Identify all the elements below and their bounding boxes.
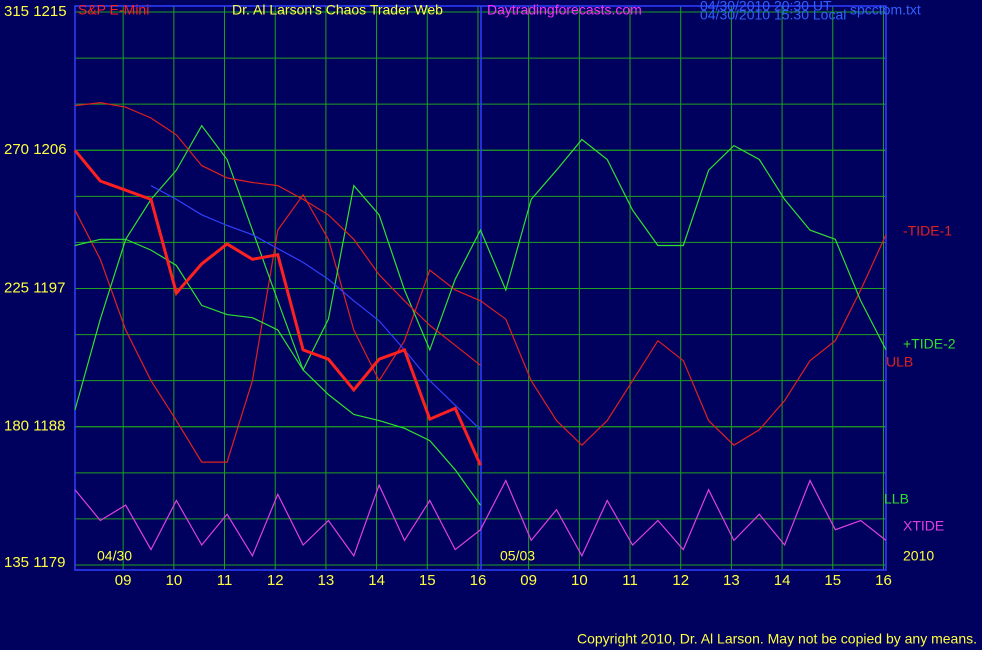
timestamp: 04/30/2010 15:30 Local [700, 7, 846, 23]
series-line [73, 149, 482, 466]
x-tick-label: 11 [217, 572, 233, 589]
series-line [74, 479, 887, 558]
x-tick-label: 14 [368, 572, 385, 589]
series-label: LLB [884, 491, 909, 507]
date-label: 2010 [903, 548, 934, 564]
chart-title: Dr. Al Larson's Chaos Trader Web [232, 2, 443, 18]
x-tick-label: 15 [419, 572, 436, 589]
x-tick-label: 16 [470, 572, 487, 589]
date-label: 04/30 [97, 548, 132, 564]
x-tick-label: 09 [115, 572, 132, 589]
x-tick-label: 13 [723, 572, 740, 589]
series-label: -TIDE-1 [903, 223, 952, 239]
x-tick-label: 11 [622, 572, 638, 589]
series-line [150, 185, 481, 431]
y-tick-label: 135 1179 [4, 554, 65, 571]
x-tick-label: 12 [672, 572, 689, 589]
x-tick-label: 12 [267, 572, 284, 589]
x-tick-label: 16 [875, 572, 892, 589]
series-line [74, 124, 887, 411]
series-line [74, 101, 481, 366]
series-line [74, 193, 887, 463]
series-label: +TIDE-2 [903, 336, 956, 352]
instrument: S&P E-Mini [78, 2, 149, 18]
series-label: XTIDE [903, 518, 944, 534]
site: Daytradingforecasts.com [487, 2, 642, 18]
y-tick-label: 180 1188 [4, 418, 65, 435]
x-tick-label: 09 [520, 572, 537, 589]
x-tick-label: 14 [774, 572, 791, 589]
y-tick-label: 225 1197 [4, 279, 65, 296]
x-tick-label: 15 [824, 572, 841, 589]
timestamp: 04/30/2010 20:30 UT [700, 0, 832, 14]
x-tick-label: 10 [571, 572, 588, 589]
x-tick-label: 13 [318, 572, 335, 589]
series-label: ULB [886, 354, 913, 370]
x-tick-label: 10 [165, 572, 182, 589]
file-name: spcctom.txt [850, 2, 921, 18]
y-tick-label: 315 1215 [4, 3, 67, 20]
date-label: 05/03 [500, 548, 535, 564]
copyright: Copyright 2010, Dr. Al Larson. May not b… [577, 631, 977, 647]
y-tick-label: 270 1206 [4, 141, 67, 158]
series-line [74, 238, 481, 506]
